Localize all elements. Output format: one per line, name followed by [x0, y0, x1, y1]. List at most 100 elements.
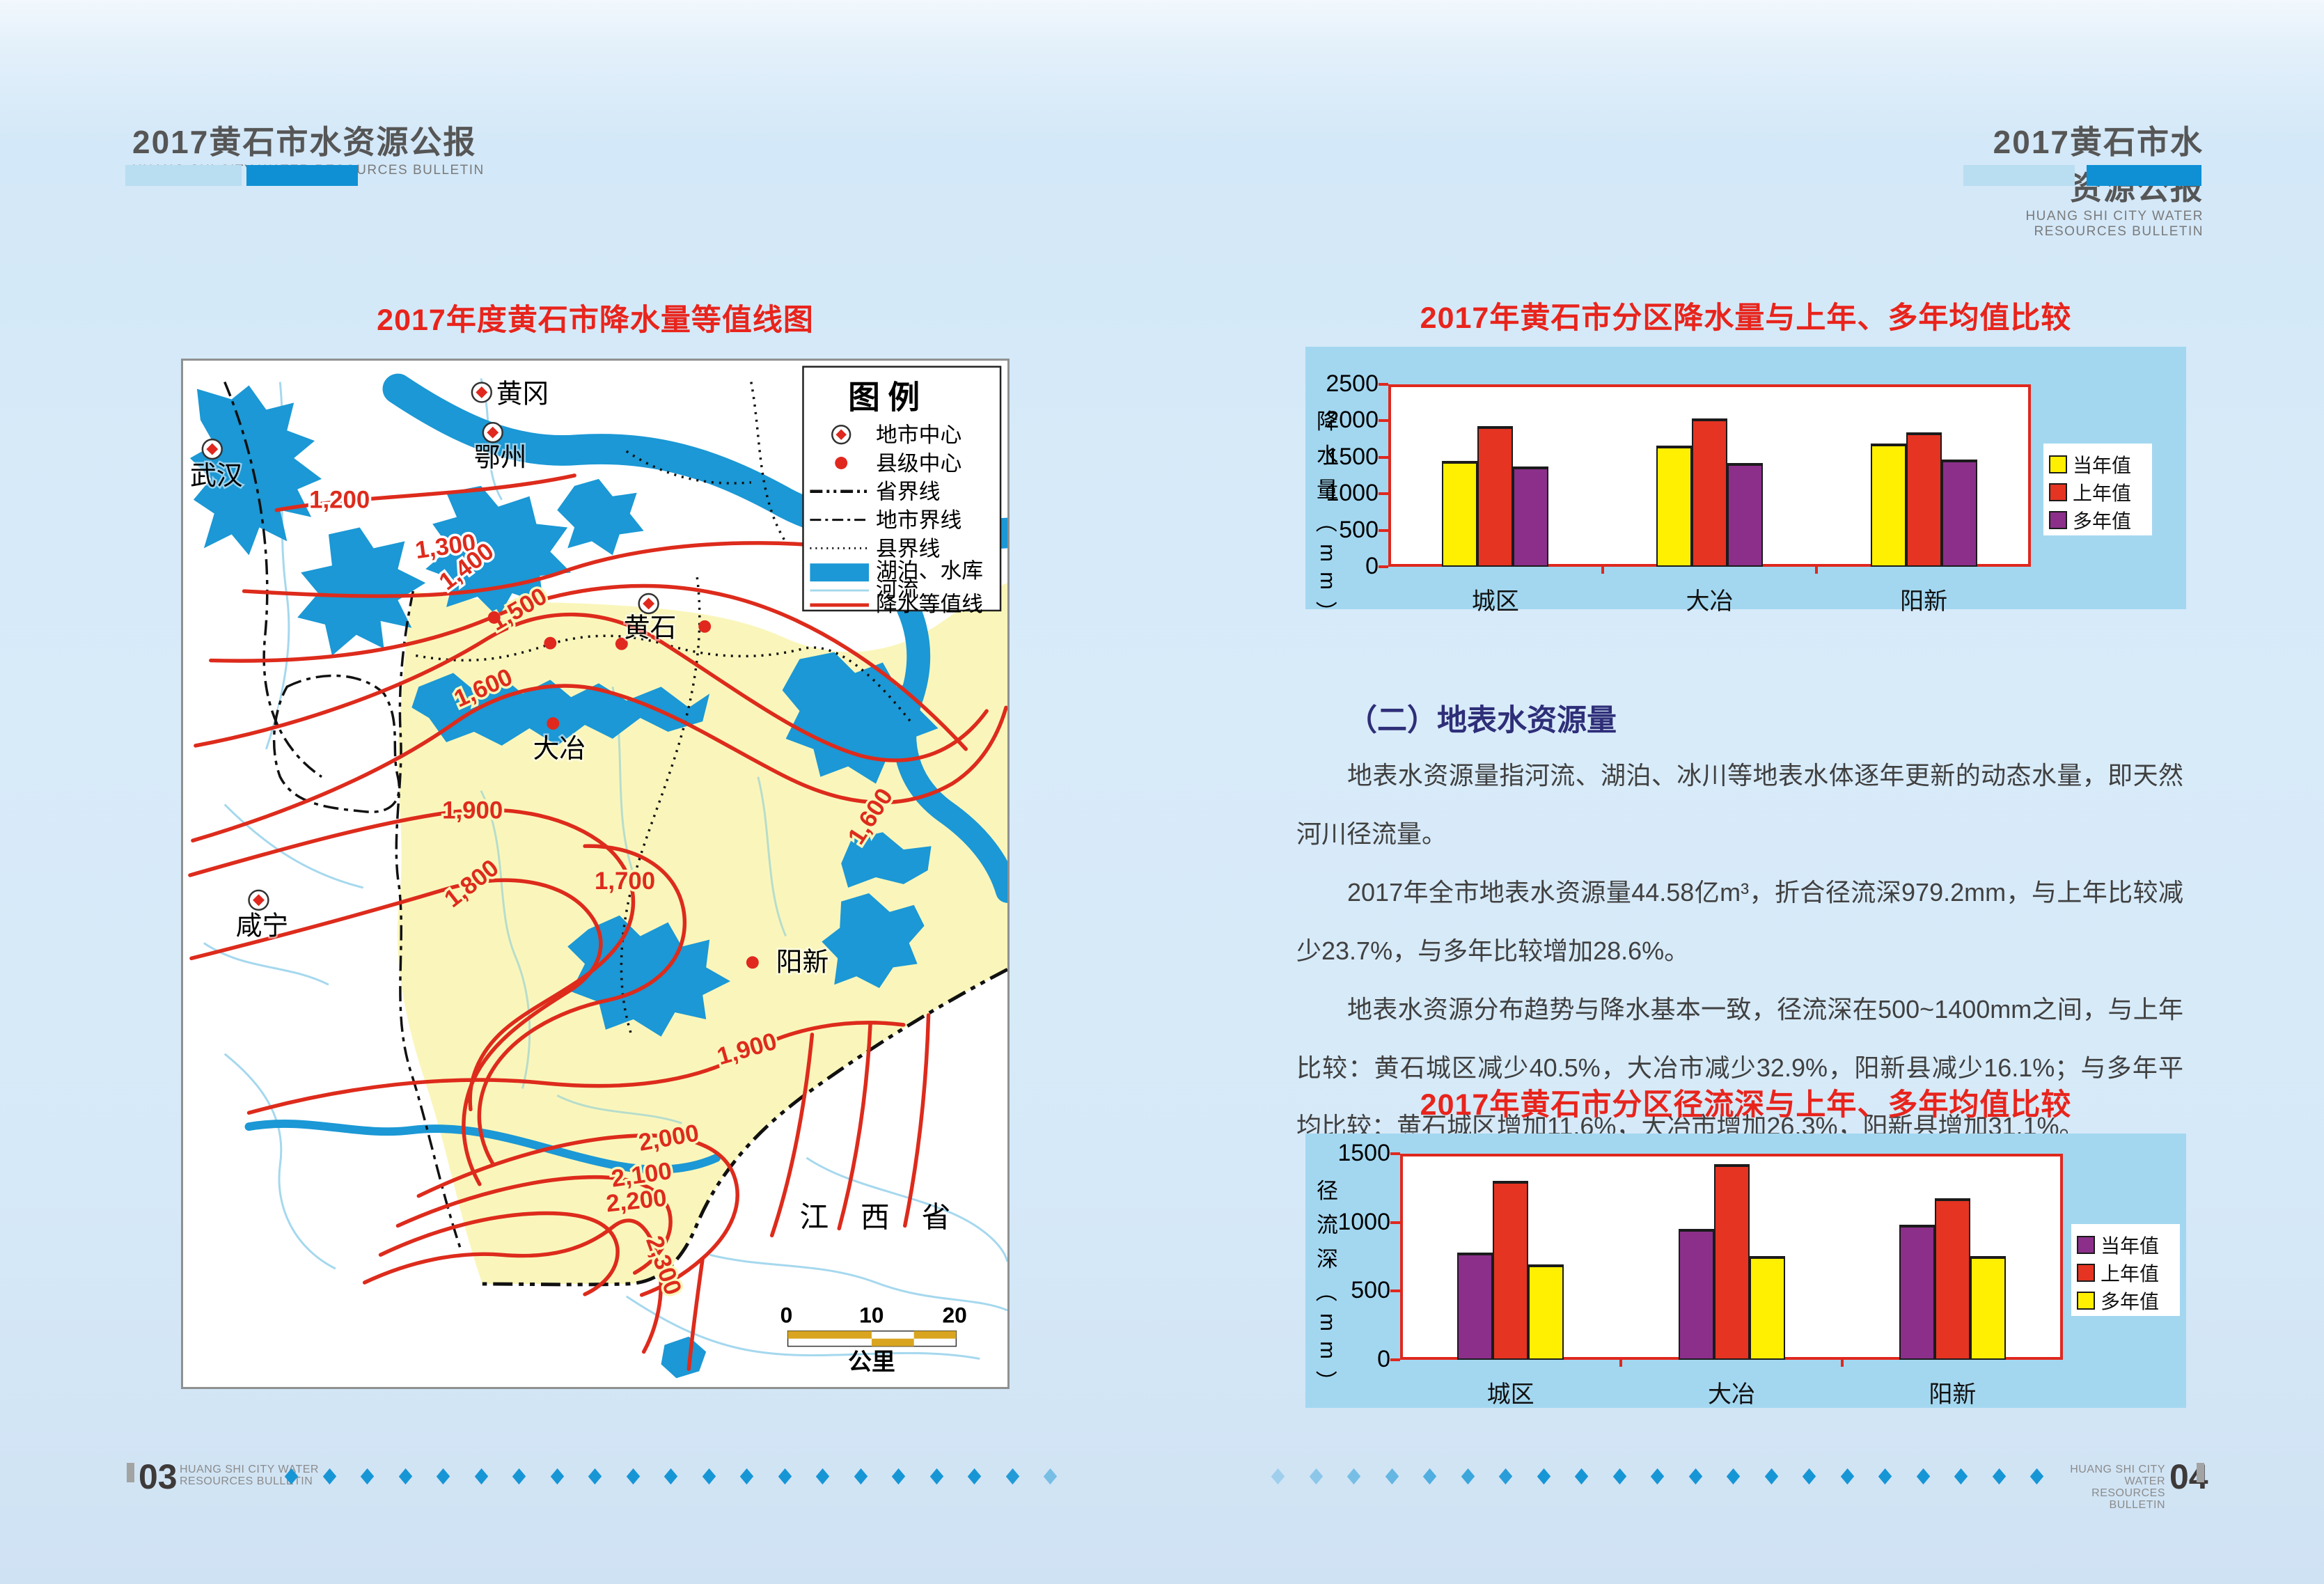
- y-tick-mark: [1379, 419, 1388, 423]
- legend-label: 河流: [876, 578, 919, 602]
- bar-当年值-城区: [1442, 461, 1478, 567]
- footer-diamond-icon: [360, 1468, 375, 1485]
- bar-上年值-大冶: [1713, 1163, 1750, 1360]
- city-label-ezhou: 鄂州: [474, 444, 527, 473]
- footer-diamond-icon: [815, 1468, 830, 1485]
- footer-diamond-icon: [2029, 1468, 2044, 1485]
- footer-diamond-icon: [1498, 1468, 1513, 1485]
- footer-diamond-icon: [1271, 1468, 1285, 1485]
- left-header-title: 2017黄石市水资源公报: [132, 124, 477, 160]
- y-tick-mark: [1390, 1289, 1400, 1293]
- precipitation-isohyet-map: 1,200 1,300 1,400 1,500 1,600 1,600 1,70…: [181, 359, 1023, 1389]
- county-center-dot: [544, 636, 557, 650]
- city-label-wuhan: 武汉: [190, 462, 243, 491]
- footer-diamond-icon: [967, 1468, 982, 1485]
- y-axis-label: 径流深（m m）: [1313, 1179, 1340, 1392]
- legend-entry: 多年值: [2049, 506, 2146, 534]
- paragraph: 2017年全市地表水资源量44.58亿m³，折合径流深979.2mm，与上年比较…: [1296, 878, 2183, 965]
- legend-label: 多年值: [2073, 510, 2132, 532]
- province-boundary-line: [482, 968, 1009, 1287]
- footer-diamond-icon: [626, 1468, 640, 1485]
- prefecture-marker-huangshi: [638, 593, 659, 615]
- legend-label: 上年值: [2101, 1263, 2160, 1285]
- x-category-label: 城区: [1486, 1381, 1534, 1408]
- county-center-dot: [547, 717, 560, 730]
- footer-diamond-icon: [550, 1468, 564, 1485]
- x-tick-mark: [1840, 1358, 1844, 1367]
- right-header-bar-dark: [2087, 165, 2201, 186]
- footer-diamond-icon: [1840, 1468, 1854, 1485]
- footer-diamond-icon: [436, 1468, 450, 1485]
- right-header-subtitle: HUANG SHI CITY WATER RESOURCES BULLETIN: [2025, 209, 2204, 239]
- city-boundary-line: [395, 590, 462, 1248]
- legend-label: 上年值: [2073, 483, 2132, 504]
- x-category-label: 大冶: [1686, 588, 1734, 615]
- y-tick-mark: [1379, 528, 1388, 532]
- legend-label: 当年值: [2101, 1235, 2160, 1257]
- y-tick-label: 0: [1365, 553, 1379, 579]
- prefecture-marker-huanggang: [471, 382, 492, 403]
- scale-tick: 0: [780, 1303, 793, 1328]
- legend-label: 多年值: [2101, 1291, 2160, 1312]
- bar-当年值-阳新: [1870, 443, 1906, 567]
- bar-多年值-城区: [1513, 466, 1549, 567]
- footer-diamond-icon: [1461, 1468, 1475, 1485]
- scale-tick: 20: [942, 1303, 966, 1328]
- county-center-dot: [487, 611, 501, 624]
- map-svg: 1,200 1,300 1,400 1,500 1,600 1,600 1,70…: [188, 366, 1023, 1379]
- y-tick-label: 2500: [1326, 370, 1379, 397]
- prefecture-marker-wuhan: [201, 438, 223, 460]
- section-heading: （二）地表水资源量: [1347, 704, 1617, 737]
- y-tick-mark: [1379, 565, 1388, 568]
- y-tick-mark: [1390, 1358, 1400, 1361]
- chart-legend: 当年值 上年值 多年值: [2071, 1224, 2180, 1316]
- bar-上年值-城区: [1493, 1181, 1529, 1360]
- bar-多年值-阳新: [1970, 1256, 2006, 1360]
- footer-line: HUANG SHI CITY WATER: [2070, 1464, 2165, 1487]
- legend-entry: 上年值: [2049, 478, 2146, 506]
- footer-diamond-icon: [1726, 1468, 1741, 1485]
- x-category-label: 大冶: [1708, 1381, 1755, 1408]
- footer-diamond-icon: [1422, 1468, 1437, 1485]
- city-label-daye: 大冶: [533, 735, 586, 764]
- footer-diamond-icon: [1537, 1468, 1550, 1485]
- left-header-bar-dark: [246, 165, 358, 186]
- bar-多年值-城区: [1528, 1264, 1564, 1360]
- right-footer-bar: [2197, 1463, 2204, 1482]
- legend-label: 地市中心: [876, 423, 961, 447]
- footer-diamond-icon: [1043, 1468, 1058, 1485]
- footer-diamond-icon: [1309, 1468, 1323, 1485]
- footer-diamond-icon: [588, 1468, 602, 1485]
- footer-diamond-icon: [1954, 1468, 1968, 1485]
- footer-diamond-icon: [739, 1468, 754, 1485]
- bar-上年值-城区: [1477, 426, 1514, 567]
- y-tick-mark: [1379, 455, 1388, 459]
- bar-上年值-阳新: [1934, 1198, 1970, 1360]
- x-category-label: 阳新: [1900, 588, 1948, 615]
- right-header-title: 2017黄石市水资源公报: [1993, 124, 2204, 206]
- y-tick-mark: [1379, 492, 1388, 496]
- x-tick-mark: [1815, 565, 1819, 574]
- legend-label: 湖泊、水库: [876, 559, 983, 583]
- y-tick-mark: [1379, 383, 1388, 386]
- right-footer-text: HUANG SHI CITY WATER RESOURCES BULLETIN: [2054, 1464, 2165, 1511]
- y-axis-label: 降水量（m m）: [1313, 409, 1340, 622]
- footer-line: RESOURCES BULLETIN: [2091, 1487, 2165, 1511]
- footer-diamond-icon: [1650, 1468, 1665, 1485]
- footer-diamond-icon: [1346, 1468, 1361, 1485]
- right-header-bar-light: [1963, 165, 2075, 186]
- footer-diamond-icon: [929, 1468, 943, 1485]
- footer-diamond-icon: [664, 1468, 678, 1485]
- legend-swatch: [2077, 1236, 2095, 1254]
- legend-swatch: [2077, 1292, 2095, 1310]
- footer-diamond-icon: [512, 1468, 526, 1485]
- scale-unit-label: 公里: [848, 1349, 895, 1375]
- legend-swatch: [2049, 455, 2067, 473]
- legend-label: 省界线: [876, 480, 941, 504]
- left-footer-bar: [127, 1463, 134, 1482]
- county-boundary-line: [416, 634, 912, 723]
- footer-diamond-icon: [1612, 1468, 1626, 1485]
- bar-上年值-大冶: [1692, 418, 1727, 567]
- y-tick-label: 0: [1377, 1346, 1390, 1372]
- legend-label: 地市界线: [876, 509, 961, 533]
